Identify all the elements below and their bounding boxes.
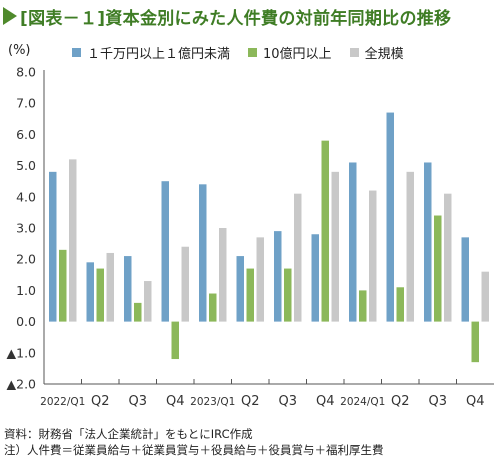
x-tick-label: Q4 [316,394,335,409]
y-tick-label: 6.0 [16,127,36,142]
y-tick-label: ▲1.0 [7,345,37,360]
chart-title-row: [図表－１]資本金別にみた人件費の対前年同期比の推移 [3,4,452,29]
bar [434,215,442,322]
bar [106,252,114,322]
x-tick-label: 2023/Q1 [190,396,235,408]
y-tick-label: 7.0 [16,96,36,111]
chart-title: [図表－１]資本金別にみた人件費の対前年同期比の推移 [20,8,452,29]
legend-label-small: １千万円以上１億円未満 [87,47,231,62]
bar [386,112,394,322]
legend-item-small: １千万円以上１億円未満 [72,43,230,62]
bar [311,234,319,322]
bar [256,237,264,322]
x-tick-label: 2024/Q1 [340,396,385,408]
bar [359,290,367,322]
legend-item-all: 全規模 [349,43,404,62]
bar [199,184,207,322]
bar [86,262,94,322]
chart-legend: １千万円以上１億円未満 10億円以上 全規模 [72,43,404,62]
bar [444,193,452,322]
bar [219,228,227,322]
bar [396,287,404,322]
bar [471,321,479,363]
legend-item-large: 10億円以上 [248,43,332,62]
bar [236,256,244,322]
x-tick-label: Q3 [428,394,447,409]
x-tick-label: Q3 [278,394,297,409]
legend-swatch-large [248,48,258,57]
x-tick-label: Q2 [241,394,260,409]
bar [144,281,152,322]
bar [349,162,357,322]
bar [209,293,217,322]
bar [246,268,254,322]
bar [481,271,489,322]
bar [406,171,414,322]
bar [331,171,339,322]
bar [49,171,57,322]
x-tick-label: Q3 [128,394,147,409]
bar [124,256,132,322]
bar [294,193,302,322]
bar [181,246,189,322]
bar [96,268,104,322]
chart-notes: 資料：財務省「法人企業統計」をもとにIRC作成 注）人件費＝従業員給与＋従業員賞… [4,426,384,458]
bar [424,162,432,322]
bar [161,181,169,322]
title-triangle-icon [3,7,17,25]
legend-label-large: 10億円以上 [263,47,332,62]
y-tick-label: 8.0 [16,65,36,80]
y-tick-label: 2.0 [16,252,36,267]
source-note: 資料：財務省「法人企業統計」をもとにIRC作成 [4,427,253,441]
y-tick-label: 5.0 [16,158,36,173]
bar [284,268,292,322]
bar [321,140,329,322]
bar [171,321,179,360]
legend-swatch-all [349,48,359,57]
bar [134,302,142,322]
y-tick-label: ▲2.0 [7,377,37,392]
y-tick-label: 0.0 [16,314,36,329]
y-tick-label: 4.0 [16,189,36,204]
x-tick-label: Q2 [391,394,410,409]
legend-swatch-small [72,48,81,57]
x-tick-label: Q4 [166,394,185,409]
bar [274,231,282,322]
y-tick-label: 3.0 [16,221,36,236]
bar [369,190,377,322]
y-tick-label: 1.0 [16,283,36,298]
definition-note: 注）人件費＝従業員給与＋従業員賞与＋役員給与＋役員賞与＋福利厚生費 [4,443,384,457]
bar [69,159,77,322]
x-tick-label: Q4 [466,394,485,409]
x-tick-label: 2022/Q1 [40,396,85,408]
bar [461,237,469,322]
legend-label-all: 全規模 [364,47,404,62]
y-axis-unit: (%) [8,43,31,58]
bar [59,249,67,322]
x-tick-label: Q2 [91,394,110,409]
